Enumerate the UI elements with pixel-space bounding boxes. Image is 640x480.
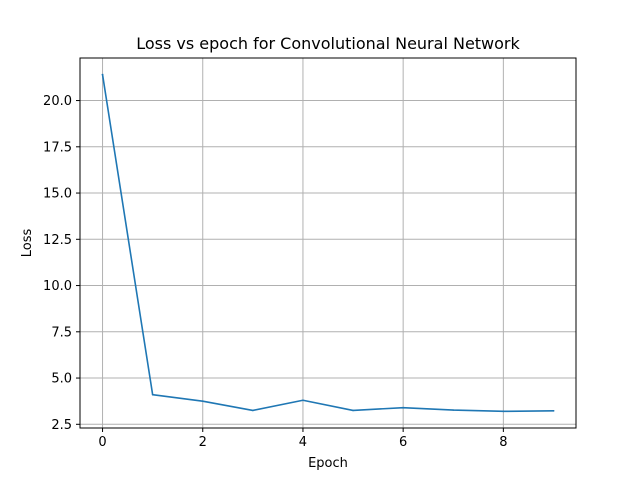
x-tick-label: 0	[98, 435, 106, 450]
y-tick-label: 2.5	[51, 418, 72, 433]
y-tick-label: 7.5	[51, 325, 72, 340]
y-tick-label: 12.5	[43, 233, 72, 248]
loss-data-point	[502, 410, 505, 413]
y-tick-label: 10.0	[43, 279, 72, 294]
x-axis-label: Epoch	[308, 456, 348, 471]
loss-data-point	[402, 406, 404, 409]
y-tick-label: 5.0	[51, 372, 72, 387]
x-tick-label: 6	[399, 435, 407, 450]
x-tick-label: 4	[299, 435, 307, 450]
loss-data-point	[452, 409, 455, 411]
series	[101, 73, 555, 413]
x-tick-label: 2	[199, 435, 207, 450]
loss-data-point	[352, 409, 354, 412]
grid	[80, 58, 576, 428]
loss-data-point	[101, 73, 104, 76]
loss-data-point	[252, 409, 254, 412]
loss-series-line	[101, 73, 555, 413]
loss-data-point	[552, 410, 555, 412]
x-tick-label: 8	[499, 435, 507, 450]
y-axis-label: Loss	[20, 229, 35, 258]
y-tick-label: 17.5	[43, 140, 72, 155]
y-tick-label: 20.0	[43, 94, 72, 109]
chart-title: Loss vs epoch for Convolutional Neural N…	[136, 34, 520, 53]
plot-frame	[79, 57, 577, 429]
axis-ticks: 0 2 4 6 8 2.5 5.0 7.5 10.0 12.5 15.0 17.5 20.0	[43, 94, 507, 450]
loss-data-point	[302, 399, 304, 402]
y-tick-label: 15.0	[43, 187, 72, 202]
loss-data-point	[151, 393, 154, 396]
loss-data-point	[201, 400, 204, 402]
